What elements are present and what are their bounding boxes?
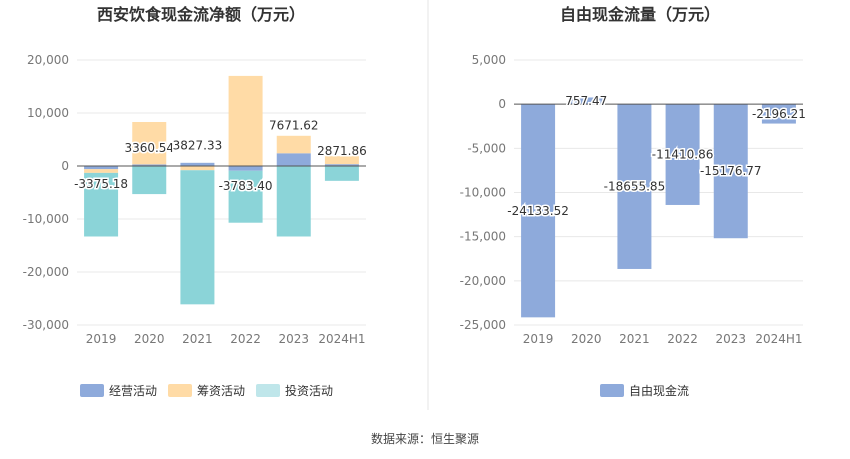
x-tick-label: 2024H1 — [318, 332, 365, 346]
data-label: -2196.21 — [752, 107, 806, 121]
bar — [713, 104, 748, 239]
data-source-note: 数据来源：恒生聚源 — [370, 432, 479, 446]
left-chart-cash-flow: 西安饮食现金流净额（万元） 20,000 10,000 0 -10,000 -20,000… — [23, 5, 369, 398]
net-value-label: -3783.40 — [219, 179, 273, 193]
data-label: -18655.85 — [604, 180, 666, 194]
x-tick-label: 2024H1 — [755, 332, 802, 346]
bar-segment — [180, 162, 215, 166]
y-tick-label: -20,000 — [460, 274, 506, 288]
legend-swatch — [168, 384, 192, 397]
data-label: -11410.86 — [652, 148, 714, 162]
x-tick-label: 2020 — [571, 332, 602, 346]
bar-segment — [324, 156, 359, 165]
y-tick-label: -30,000 — [23, 318, 69, 332]
bar-segment — [228, 166, 263, 171]
x-tick-label: 2021 — [182, 332, 213, 346]
legend-label: 筹资活动 — [197, 384, 245, 398]
legend-swatch — [600, 384, 624, 397]
bar-segment — [180, 166, 215, 171]
legend-label: 经营活动 — [109, 384, 157, 398]
bar-segment — [132, 164, 167, 166]
x-tick-label: 2020 — [134, 332, 165, 346]
data-label: -15176.77 — [700, 164, 762, 178]
y-tick-label: 5,000 — [472, 53, 506, 67]
chart-title: 西安饮食现金流净额（万元） — [97, 5, 305, 24]
bar-segment — [324, 166, 359, 181]
charts-canvas: 西安饮食现金流净额（万元） 20,000 10,000 0 -10,000 -20,000… — [23, 0, 808, 410]
bar-segment — [276, 166, 311, 237]
y-tick-label: -20,000 — [23, 265, 69, 279]
legend-label: 自由现金流 — [629, 383, 689, 398]
y-tick-label: -5,000 — [467, 141, 506, 155]
bar-segment — [84, 169, 119, 173]
data-label: 757.47 — [565, 94, 607, 108]
net-value-label: 7671.62 — [269, 118, 319, 132]
net-value-label: 3360.54 — [124, 141, 174, 155]
bar — [617, 104, 652, 269]
bar — [665, 104, 700, 205]
x-tick-label: 2021 — [619, 332, 650, 346]
legend-swatch — [256, 384, 280, 397]
legend-swatch — [80, 384, 104, 397]
y-tick-label: -15,000 — [460, 230, 506, 244]
bar — [521, 104, 556, 318]
bar-segment — [324, 164, 359, 166]
data-label: -24133.52 — [507, 204, 569, 218]
bar-segment — [276, 153, 311, 166]
x-tick-label: 2022 — [667, 332, 698, 346]
x-tick-label: 2023 — [278, 332, 309, 346]
x-tick-label: 2019 — [86, 332, 117, 346]
bar-segment — [132, 166, 167, 195]
y-tick-label: 20,000 — [27, 53, 69, 67]
y-tick-label: -10,000 — [23, 212, 69, 226]
legend-label: 投资活动 — [285, 383, 333, 398]
y-tick-label: -10,000 — [460, 186, 506, 200]
x-tick-label: 2023 — [715, 332, 746, 346]
net-value-label: 2871.86 — [317, 144, 367, 158]
bar — [761, 104, 796, 124]
net-value-label: 3827.33 — [173, 139, 223, 153]
bar-segment — [180, 170, 215, 305]
x-tick-label: 2022 — [230, 332, 261, 346]
right-chart-free-cash-flow: 自由现金流量（万元） 5,000 0 -5,000 -10,000 -15,000 -20,… — [460, 5, 808, 398]
bar-segment — [132, 122, 167, 165]
chart-title: 自由现金流量（万元） — [560, 5, 720, 24]
bar-segment — [84, 172, 119, 237]
y-tick-label: -25,000 — [460, 318, 506, 332]
bar-segment — [228, 170, 263, 223]
y-tick-label: 0 — [498, 97, 506, 111]
x-tick-label: 2019 — [523, 332, 554, 346]
net-value-label: -3375.18 — [74, 177, 128, 191]
bar-segment — [84, 166, 119, 170]
bar-segment — [228, 75, 263, 166]
bar-segment — [276, 135, 311, 154]
y-tick-label: 10,000 — [27, 106, 69, 120]
bar — [569, 97, 604, 105]
y-tick-label: 0 — [61, 159, 69, 173]
